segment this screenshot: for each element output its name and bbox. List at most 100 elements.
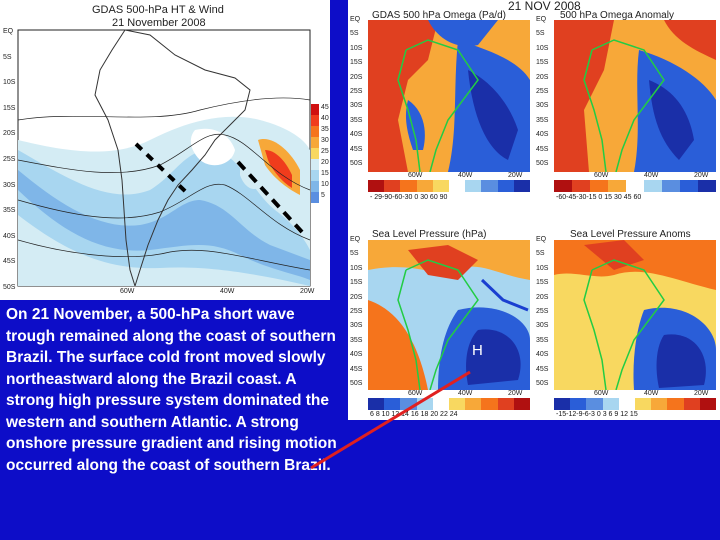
legend-value: 10 xyxy=(321,181,329,188)
right-lat-label: 30S xyxy=(536,322,549,330)
right-lat-label: 25S xyxy=(536,308,549,315)
omega-colorbar xyxy=(368,180,531,192)
legend-swatch xyxy=(311,181,319,192)
legend-swatch xyxy=(311,192,319,203)
right-lon-label: 20W xyxy=(508,172,523,179)
right-lat-label: 45S xyxy=(536,365,549,373)
right-lon-label: 20W xyxy=(508,390,523,397)
left-map-title: GDAS 500-hPa HT & Wind xyxy=(92,4,224,16)
slp-panel-title: Sea Level Pressure (hPa) xyxy=(372,229,487,240)
right-lon-label: 60W xyxy=(594,172,609,179)
omega-anomaly-colorbar-labels: -60-45-30-15 0 15 30 45 60 xyxy=(556,194,642,201)
legend-swatch xyxy=(311,126,319,137)
slp-anomaly-colorbar-labels: -15-12-9-6-3 0 3 6 9 12 15 xyxy=(556,411,638,418)
right-lon-label: 60W xyxy=(594,390,609,397)
right-lat-label: 35S xyxy=(350,116,363,124)
left-lat-label: EQ xyxy=(3,28,14,35)
right-lat-label: 30S xyxy=(536,102,549,110)
right-lat-label: EQ xyxy=(536,16,547,23)
right-lat-label: 25S xyxy=(350,308,363,315)
left-map-panel: GDAS 500-hPa HT & Wind 21 November 2008 … xyxy=(0,0,330,300)
right-lat-label: 5S xyxy=(536,250,545,258)
omega-anomaly-map xyxy=(554,20,716,172)
left-lat-label: 25S xyxy=(3,156,16,163)
right-lat-label: 30S xyxy=(350,322,363,330)
caption-text: On 21 November, a 500-hPa short wave tro… xyxy=(6,306,337,474)
right-lat-label: EQ xyxy=(536,236,547,243)
right-lat-label: 15S xyxy=(536,59,549,67)
legend-value: 35 xyxy=(321,126,329,133)
legend-value: 25 xyxy=(321,148,329,155)
left-map-plot xyxy=(17,29,319,287)
right-lat-label: 45S xyxy=(350,365,363,373)
legend-value: 20 xyxy=(321,159,329,166)
right-lat-label: 50S xyxy=(350,380,363,387)
right-lon-label: 20W xyxy=(694,172,709,179)
right-lat-label: 10S xyxy=(350,264,363,272)
right-lat-label: 25S xyxy=(350,88,363,95)
right-map-area: 21 NOV 2008 GDAS 500 hPa Omega (Pa/d) - … xyxy=(348,0,720,420)
right-lat-label: 20S xyxy=(350,73,363,81)
omega-anomaly-panel-title: 500 hPa Omega Anomaly xyxy=(560,10,674,21)
legend-value: 40 xyxy=(321,115,329,122)
right-lat-label: 5S xyxy=(536,30,545,38)
right-lon-label: 40W xyxy=(644,390,659,397)
right-lat-label: 20S xyxy=(536,293,549,301)
slp-anomaly-panel-title: Sea Level Pressure Anoms xyxy=(570,229,691,240)
right-lon-label: 60W xyxy=(408,172,423,179)
omega-map xyxy=(368,20,530,172)
right-lat-label: 40S xyxy=(536,131,549,139)
right-lat-label: 5S xyxy=(350,250,359,258)
left-lat-label: 30S xyxy=(3,181,16,189)
right-lat-label: 25S xyxy=(536,88,549,95)
right-lat-label: 35S xyxy=(536,336,549,344)
right-lon-label: 20W xyxy=(694,390,709,397)
omega-panel-title: GDAS 500 hPa Omega (Pa/d) xyxy=(372,10,506,21)
right-lat-label: 45S xyxy=(350,145,363,153)
right-lat-label: EQ xyxy=(350,236,361,243)
right-lat-label: 15S xyxy=(536,279,549,287)
left-lat-label: 50S xyxy=(3,284,16,291)
right-lat-label: 10S xyxy=(536,264,549,272)
right-lat-label: 30S xyxy=(350,102,363,110)
right-lat-label: 40S xyxy=(536,351,549,359)
right-lon-label: 40W xyxy=(644,172,659,179)
right-lat-label: 45S xyxy=(536,145,549,153)
right-lat-label: 35S xyxy=(350,336,363,344)
right-lat-label: 50S xyxy=(536,380,549,387)
left-lat-label: 10S xyxy=(3,79,16,87)
right-lat-label: 10S xyxy=(536,44,549,52)
high-pressure-marker: H xyxy=(472,342,483,359)
left-map-date: 21 November 2008 xyxy=(112,17,206,29)
right-lon-label: 60W xyxy=(408,390,423,397)
right-lat-label: 20S xyxy=(350,293,363,301)
legend-swatch xyxy=(311,137,319,148)
legend-swatch xyxy=(311,159,319,170)
left-lat-label: 20S xyxy=(3,130,16,138)
left-lat-label: 5S xyxy=(3,53,12,61)
omega-colorbar-labels: - 29-90-60-30 0 30 60 90 xyxy=(370,194,448,201)
right-lat-label: 40S xyxy=(350,131,363,139)
legend-swatch xyxy=(311,148,319,159)
slp-colorbar xyxy=(368,398,531,410)
left-lat-label: 15S xyxy=(3,104,16,112)
left-lat-label: 40S xyxy=(3,232,16,240)
right-lat-label: 35S xyxy=(536,116,549,124)
legend-value: 30 xyxy=(321,137,329,144)
legend-swatch xyxy=(311,104,319,115)
omega-anomaly-colorbar xyxy=(554,180,716,192)
legend-swatch xyxy=(311,170,319,181)
slp-anomaly-colorbar xyxy=(554,398,717,410)
slp-anomaly-map xyxy=(554,240,716,390)
right-lat-label: EQ xyxy=(350,16,361,23)
right-lat-label: 5S xyxy=(350,30,359,38)
slp-map xyxy=(368,240,530,390)
left-lon-label: 60W xyxy=(120,288,135,295)
left-lon-label: 20W xyxy=(300,288,315,295)
left-lon-label: 40W xyxy=(220,288,235,295)
left-lat-label: 45S xyxy=(3,258,16,266)
caption-box: On 21 November, a 500-hPa short wave tro… xyxy=(0,300,346,540)
legend-value: 45 xyxy=(321,104,329,111)
legend-value: 5 xyxy=(321,192,325,199)
right-lat-label: 20S xyxy=(536,73,549,81)
